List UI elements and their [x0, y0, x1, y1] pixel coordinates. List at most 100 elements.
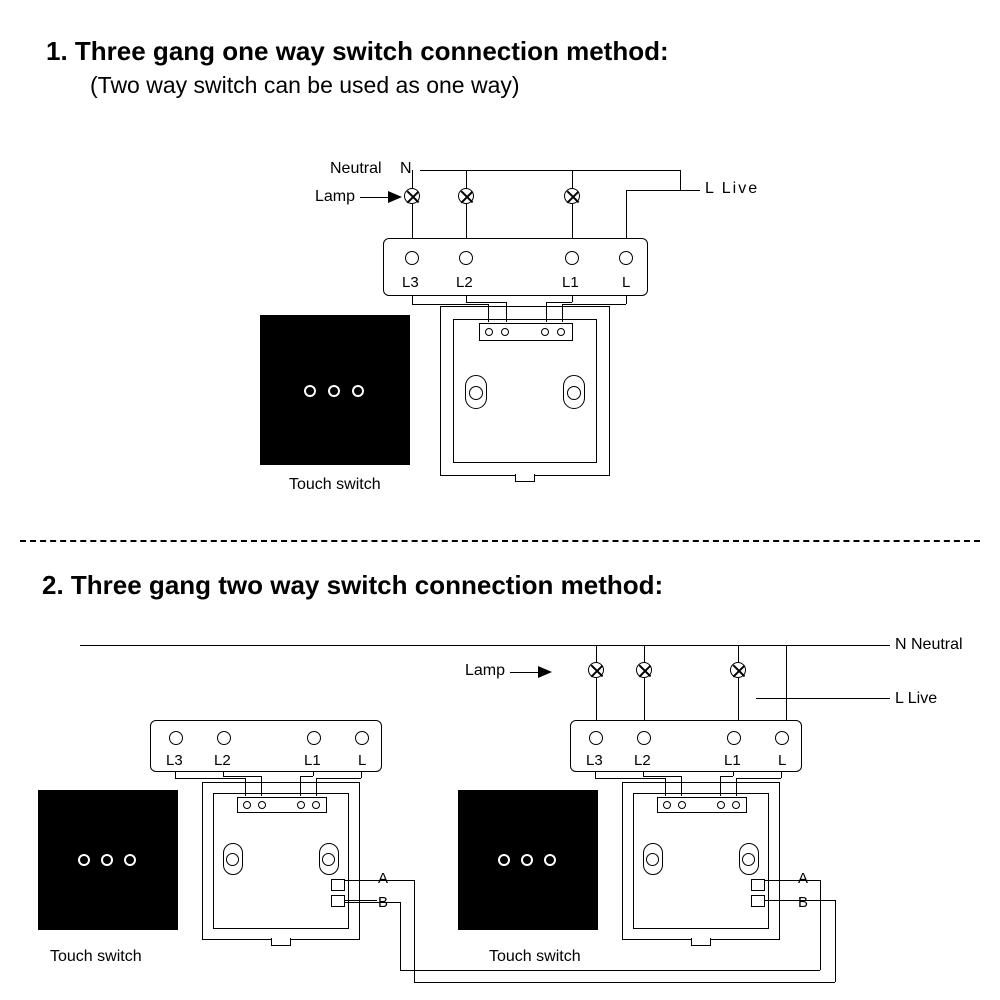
l3-label-r: L3 — [586, 752, 603, 769]
wire-a-bottom — [400, 970, 820, 971]
wire — [736, 778, 781, 779]
touch-button — [498, 854, 510, 866]
wire — [626, 190, 680, 191]
wire — [175, 778, 245, 779]
wire — [786, 645, 787, 698]
terminal-l1 — [565, 251, 579, 265]
wire — [361, 772, 362, 778]
live-stub — [680, 190, 700, 191]
lamp-label: Lamp — [315, 188, 355, 206]
screw-icon — [563, 375, 585, 409]
terminal-l2 — [217, 731, 231, 745]
l2-label-l: L2 — [214, 752, 231, 769]
ab-terminal — [751, 895, 765, 907]
lamp-arrow-line-2 — [510, 672, 540, 673]
wire — [245, 778, 246, 796]
lamp-icon — [458, 188, 474, 204]
neutral-label: Neutral — [330, 160, 382, 178]
wire — [626, 296, 627, 304]
wire — [736, 778, 737, 796]
wire — [466, 170, 467, 188]
screw-icon — [223, 843, 243, 875]
wire — [644, 645, 645, 662]
back-term — [312, 801, 320, 809]
wire — [466, 302, 506, 303]
l1-label: L1 — [562, 274, 579, 291]
wire — [626, 190, 627, 244]
wire — [223, 776, 261, 777]
notch — [515, 474, 535, 482]
screw-icon — [465, 375, 487, 409]
wire — [665, 778, 666, 796]
back-term — [678, 801, 686, 809]
wire — [596, 678, 597, 726]
touch-button — [304, 385, 316, 397]
touch-button — [544, 854, 556, 866]
wire — [644, 678, 645, 726]
l-label: L — [622, 274, 630, 291]
wire-b-lup — [414, 880, 415, 982]
wire — [316, 778, 317, 796]
wire-a-long — [765, 880, 820, 881]
wire — [572, 296, 573, 302]
back-term — [297, 801, 305, 809]
wire — [681, 776, 682, 796]
terminal-l2 — [459, 251, 473, 265]
wire — [733, 772, 734, 776]
terminal-l3 — [405, 251, 419, 265]
terminal-block-right — [570, 720, 802, 772]
notch — [271, 938, 291, 946]
wire — [562, 304, 626, 305]
lamp-icon — [730, 662, 746, 678]
switch-back — [440, 306, 610, 476]
wire-b-rdown — [835, 900, 836, 982]
l2-label-r: L2 — [634, 752, 651, 769]
ab-terminal — [331, 879, 345, 891]
wire — [596, 645, 597, 662]
terminal-l1 — [727, 731, 741, 745]
terminal-l3 — [169, 731, 183, 745]
back-term — [717, 801, 725, 809]
terminal-l3 — [589, 731, 603, 745]
a-label-r: A — [798, 870, 808, 887]
touch-switch-label-r: Touch switch — [489, 948, 581, 966]
neutral-line-2 — [80, 645, 890, 646]
live-line-2 — [756, 698, 890, 699]
lamp-icon — [564, 188, 580, 204]
wire — [738, 678, 739, 726]
wire-b-left — [345, 900, 377, 901]
wire — [316, 778, 361, 779]
section2-title: 2. Three gang two way switch connection … — [42, 570, 663, 601]
wire-b-bottom — [414, 982, 835, 983]
lamp-icon — [588, 662, 604, 678]
terminal-l2 — [637, 731, 651, 745]
touch-button — [101, 854, 113, 866]
a-label-l: A — [378, 870, 388, 887]
touch-button — [352, 385, 364, 397]
b-label-r: B — [798, 894, 808, 911]
screw-icon — [643, 843, 663, 875]
screw-icon — [319, 843, 339, 875]
touch-button — [521, 854, 533, 866]
back-term — [557, 328, 565, 336]
terminal-l1 — [307, 731, 321, 745]
wire — [546, 302, 572, 303]
wire — [488, 304, 489, 322]
l1-label-r: L1 — [724, 752, 741, 769]
neutral-label-2: N Neutral — [895, 636, 963, 654]
terminal-l — [355, 731, 369, 745]
touch-switch-front-left — [38, 790, 178, 930]
terminal-block-left — [150, 720, 382, 772]
touch-button — [328, 385, 340, 397]
back-term — [663, 801, 671, 809]
touch-button — [124, 854, 136, 866]
wire — [720, 776, 733, 777]
lamp-arrow-line — [360, 197, 390, 198]
back-term — [485, 328, 493, 336]
back-term — [541, 328, 549, 336]
section-divider — [20, 540, 980, 542]
lamp-icon — [404, 188, 420, 204]
touch-switch-front — [260, 315, 410, 465]
wire — [720, 776, 721, 796]
lamp-arrow — [388, 191, 402, 203]
